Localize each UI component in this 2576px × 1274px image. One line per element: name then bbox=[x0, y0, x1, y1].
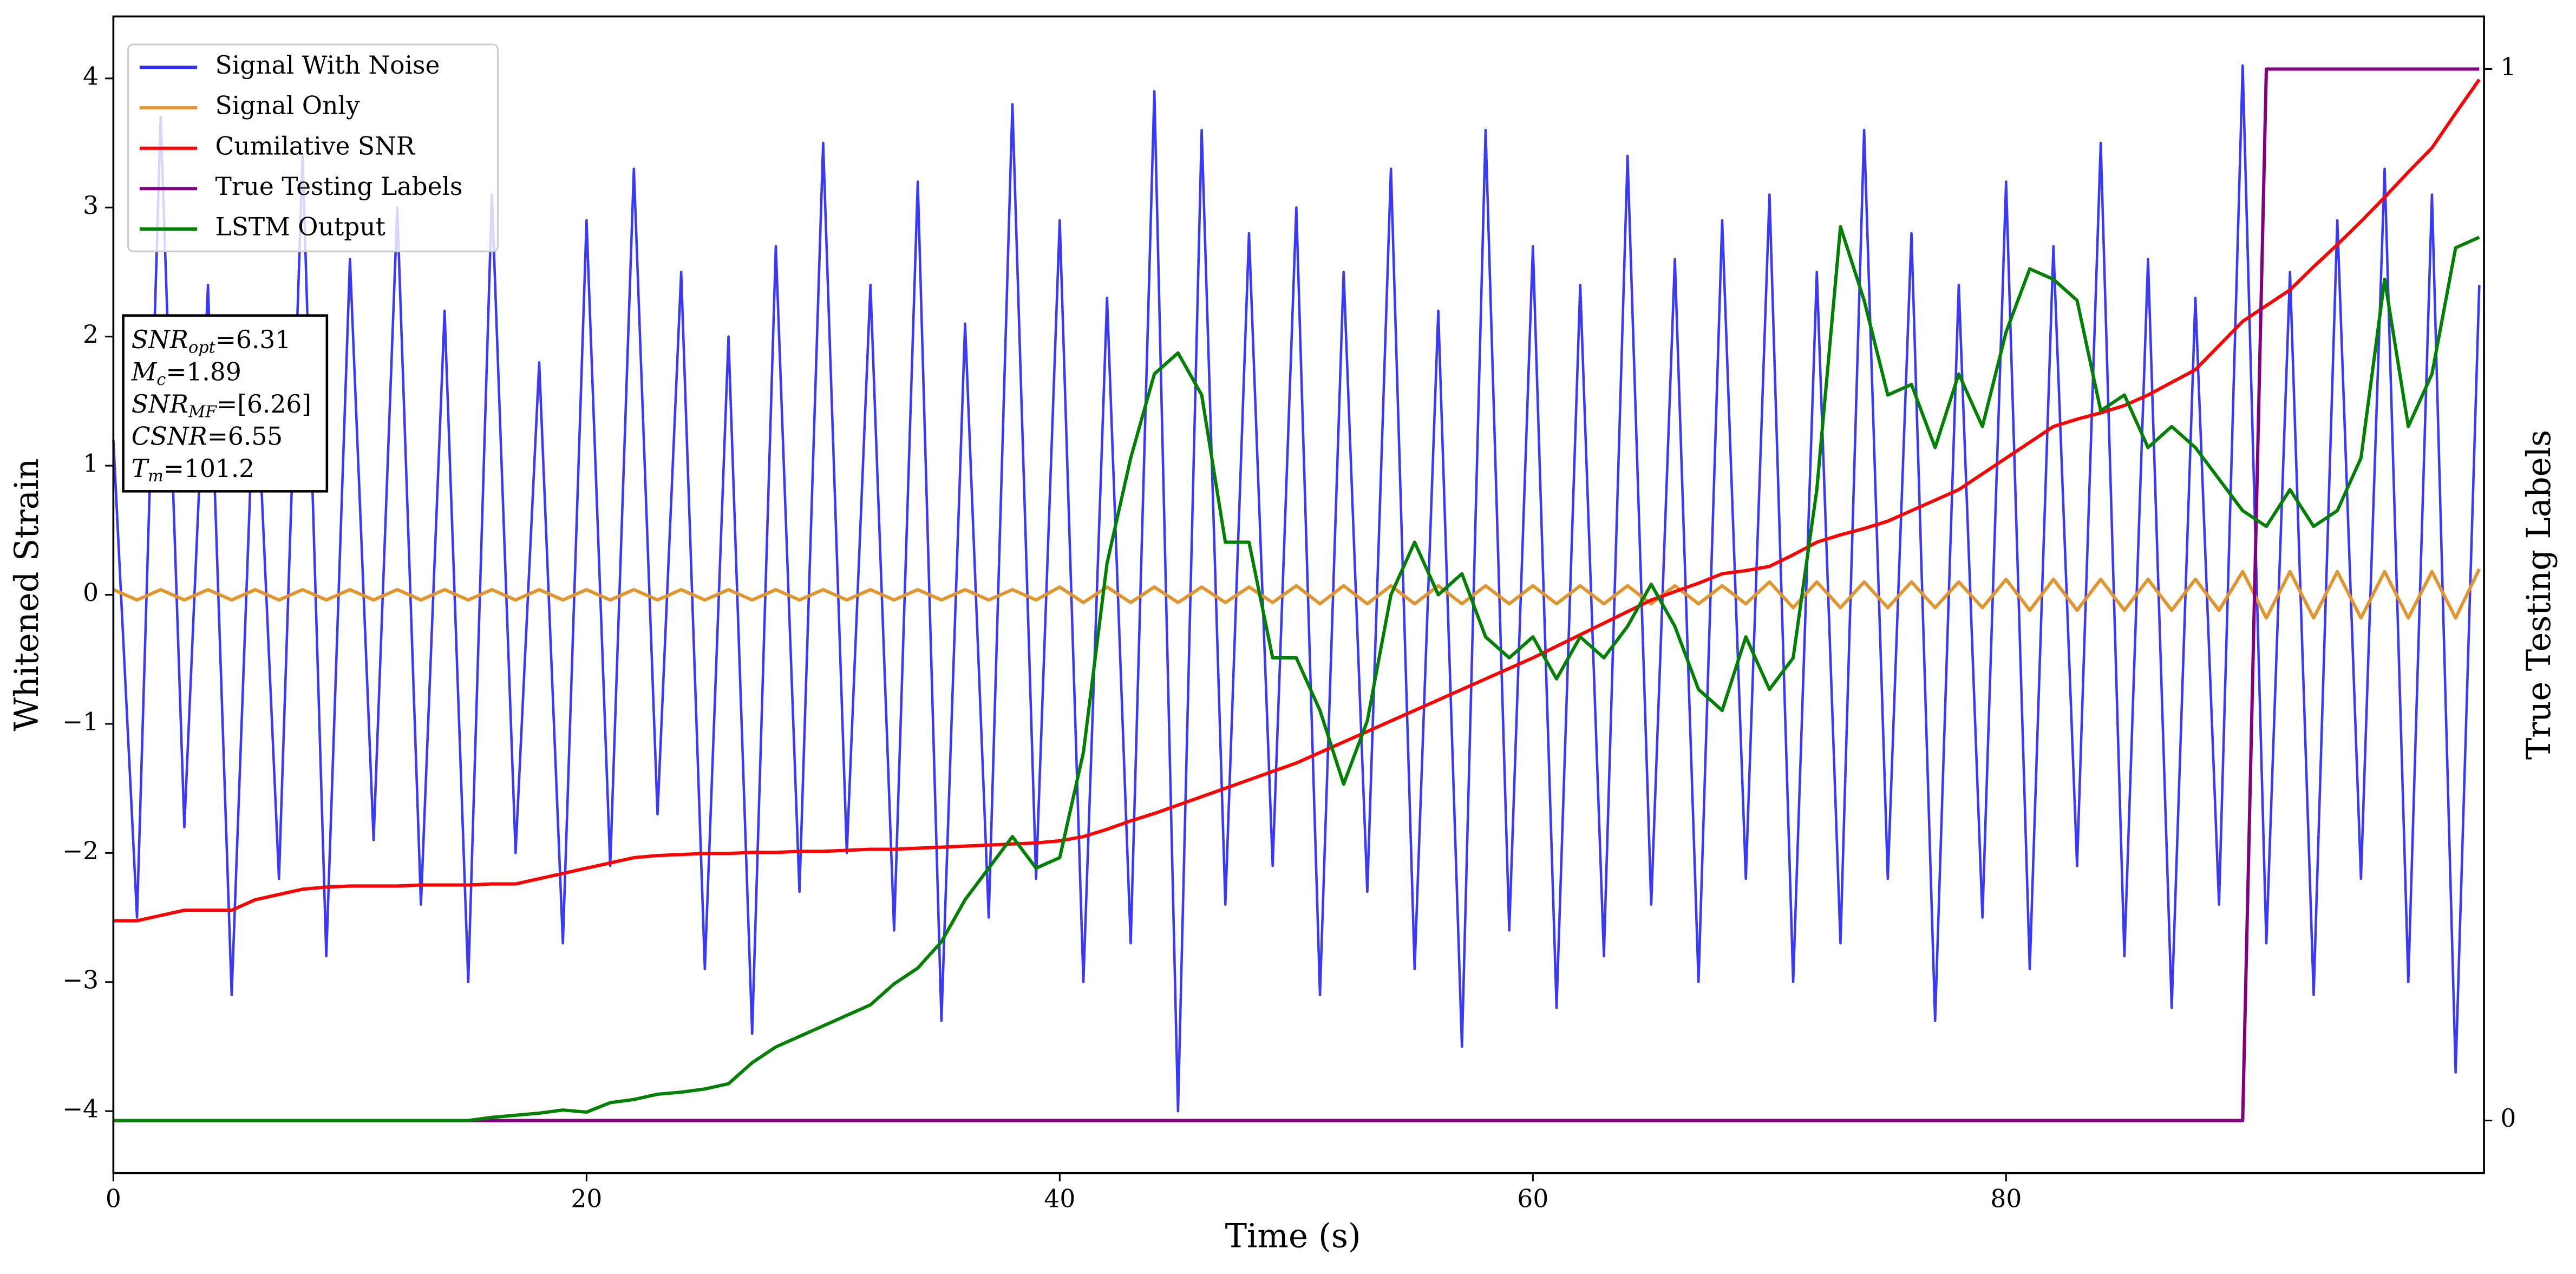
legend-label: Signal With Noise bbox=[215, 51, 440, 80]
annotation-subscript: opt bbox=[188, 338, 216, 357]
x-tick-label: 40 bbox=[1044, 1185, 1075, 1213]
legend-box bbox=[127, 43, 499, 252]
y-tick-label: −2 bbox=[62, 837, 99, 865]
annotation-line: SNRMF=[6.26] bbox=[132, 390, 311, 422]
series-line bbox=[113, 568, 2481, 620]
y2-tick-label: 1 bbox=[2500, 53, 2516, 81]
annotation-value: =101.2 bbox=[164, 454, 254, 483]
y-tick-label: −4 bbox=[62, 1095, 99, 1123]
annotation-symbol: M bbox=[131, 357, 158, 386]
legend-label: True Testing Labels bbox=[215, 172, 463, 201]
annotation-symbol: SNR bbox=[132, 390, 188, 419]
y-tick-label: 1 bbox=[83, 449, 99, 478]
series-line bbox=[113, 67, 2480, 1122]
legend-label: Signal Only bbox=[215, 92, 360, 120]
legend-label: LSTM Output bbox=[215, 213, 385, 241]
y2-tick-label: 0 bbox=[2500, 1104, 2516, 1133]
y-tick-label: 0 bbox=[83, 578, 99, 607]
x-tick-label: 80 bbox=[1990, 1185, 2022, 1213]
annotation-line: SNRopt=6.31 bbox=[132, 325, 291, 357]
annotation-value: =6.55 bbox=[207, 422, 283, 450]
y-tick-label: −1 bbox=[62, 707, 99, 736]
annotation-line: Mc=1.89 bbox=[131, 357, 241, 389]
annotation-symbol: CSNR bbox=[132, 422, 207, 450]
annotation-symbol: SNR bbox=[132, 325, 188, 354]
annotation-subscript: c bbox=[156, 370, 166, 389]
annotation-value: =[6.26] bbox=[217, 390, 311, 419]
annotation-symbol: T bbox=[132, 454, 150, 483]
y-tick-label: 2 bbox=[83, 320, 99, 349]
x-tick-label: 20 bbox=[571, 1185, 602, 1213]
annotation-box bbox=[122, 314, 329, 493]
y-tick-label: 3 bbox=[83, 191, 99, 220]
annotation-subscript: m bbox=[148, 467, 164, 486]
y2-axis-label: True Testing Labels bbox=[2520, 430, 2558, 760]
annotation-line: Tm=101.2 bbox=[132, 454, 255, 486]
series-line bbox=[113, 225, 2480, 1122]
y-tick-label: 4 bbox=[83, 62, 99, 90]
series-line bbox=[112, 64, 2481, 1113]
x-tick-label: 0 bbox=[106, 1185, 121, 1213]
annotation-value: =6.31 bbox=[215, 325, 291, 354]
y-axis-label: Whitened Strain bbox=[8, 459, 46, 731]
annotation-subscript: MF bbox=[188, 402, 217, 421]
annotation-value: =1.89 bbox=[166, 357, 241, 386]
x-axis-label: Time (s) bbox=[1225, 1218, 1361, 1256]
y-tick-label: −3 bbox=[62, 965, 99, 994]
legend-label: Cumilative SNR bbox=[215, 132, 416, 160]
annotation-line: CSNR=6.55 bbox=[132, 422, 283, 450]
x-tick-label: 60 bbox=[1517, 1185, 1548, 1213]
series-line bbox=[113, 79, 2481, 923]
